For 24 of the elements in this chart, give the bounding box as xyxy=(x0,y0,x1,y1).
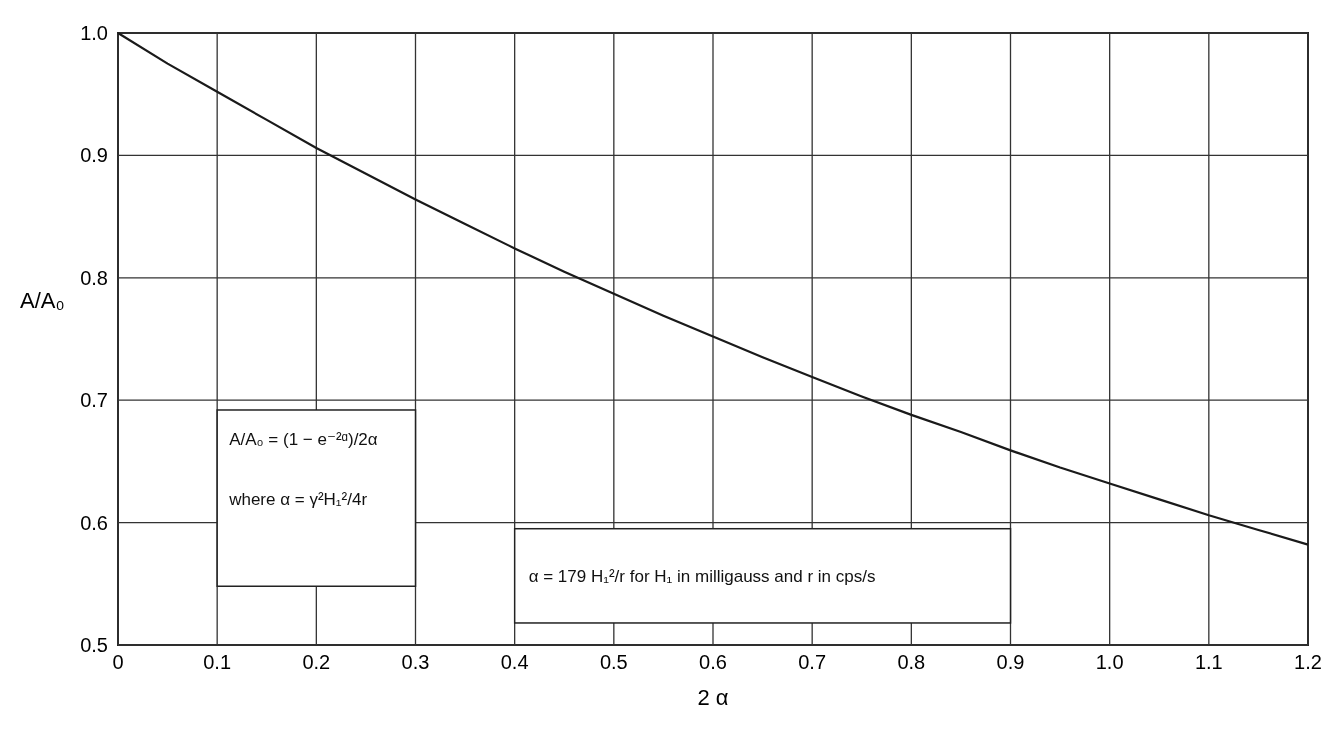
y-tick-label: 0.8 xyxy=(80,266,108,289)
x-tick-label: 1.2 xyxy=(1294,651,1322,673)
x-tick-label: 0.9 xyxy=(996,651,1025,673)
x-tick-label: 0.6 xyxy=(699,651,727,673)
x-tick-label: 0.1 xyxy=(203,651,232,673)
y-tick-label: 0.5 xyxy=(80,634,108,656)
annotation: A/A₀ = (1 − e⁻²ᵅ)/2α xyxy=(229,429,378,449)
y-tick-label: 1.0 xyxy=(80,22,108,44)
x-tick-label: 1.1 xyxy=(1194,651,1223,673)
x-tick-label: 0.5 xyxy=(599,651,628,673)
x-tick-label: 0.2 xyxy=(302,651,331,673)
y-axis-title: A/A₀ xyxy=(20,288,65,314)
annotation: where α = γ²H₁²/4r xyxy=(228,489,368,509)
x-axis-title: 2 α xyxy=(697,685,729,710)
y-tick-label: 0.9 xyxy=(80,144,108,167)
annotation: α = 179 H₁²/r for H₁ in milligauss and r in cps/s xyxy=(528,566,876,586)
x-tick-label: 0.4 xyxy=(500,651,529,673)
x-tick-label: 0 xyxy=(112,651,124,673)
x-tick-label: 0.8 xyxy=(897,651,926,673)
x-tick-label: 1.0 xyxy=(1095,651,1124,673)
x-tick-label: 0.3 xyxy=(401,651,430,673)
y-tick-label: 0.7 xyxy=(80,389,108,412)
x-tick-label: 0.7 xyxy=(798,651,827,673)
y-tick-label: 0.6 xyxy=(80,511,108,534)
